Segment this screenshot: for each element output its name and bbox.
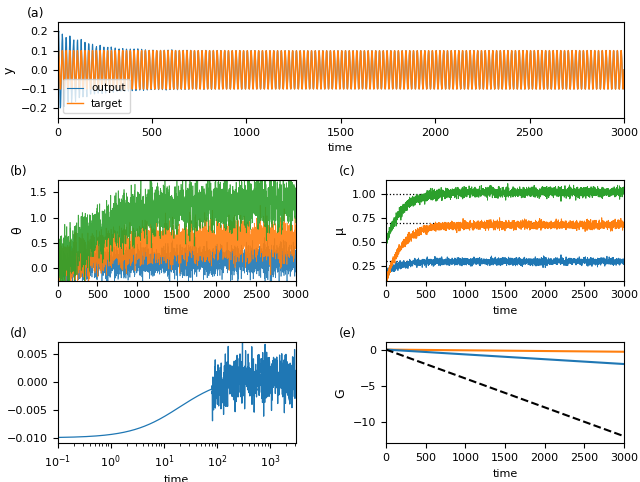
- target: [271, 75, 279, 81]
- Text: (d): (d): [10, 327, 28, 340]
- target: [54, 67, 61, 73]
- X-axis label: time: time: [164, 475, 189, 482]
- output: [54, 66, 61, 72]
- output: [56, 105, 64, 111]
- Y-axis label: θ: θ: [12, 227, 25, 234]
- Line: output: output: [58, 31, 624, 108]
- target: [296, 59, 303, 65]
- target: [54, 48, 62, 54]
- Y-axis label: μ: μ: [333, 226, 346, 234]
- Text: (e): (e): [339, 327, 356, 340]
- target: [620, 86, 627, 92]
- X-axis label: time: time: [164, 306, 189, 316]
- output: [152, 54, 160, 60]
- output: [548, 67, 556, 73]
- output: [119, 47, 127, 53]
- X-axis label: time: time: [492, 469, 518, 479]
- output: [296, 54, 303, 59]
- output: [620, 67, 628, 73]
- X-axis label: time: time: [328, 143, 353, 153]
- Y-axis label: G: G: [334, 388, 348, 398]
- output: [55, 28, 63, 34]
- target: [152, 60, 160, 66]
- Line: target: target: [58, 51, 624, 89]
- Y-axis label: y: y: [2, 66, 15, 74]
- output: [609, 52, 617, 57]
- Y-axis label: δr: δr: [0, 387, 1, 399]
- Text: (b): (b): [10, 164, 28, 177]
- X-axis label: time: time: [492, 306, 518, 316]
- target: [118, 51, 126, 57]
- Text: (a): (a): [26, 7, 44, 20]
- target: [548, 74, 556, 80]
- Legend: output, target: output, target: [63, 79, 129, 113]
- target: [609, 56, 617, 62]
- output: [271, 80, 279, 86]
- target: [620, 67, 628, 73]
- Text: (c): (c): [339, 164, 355, 177]
